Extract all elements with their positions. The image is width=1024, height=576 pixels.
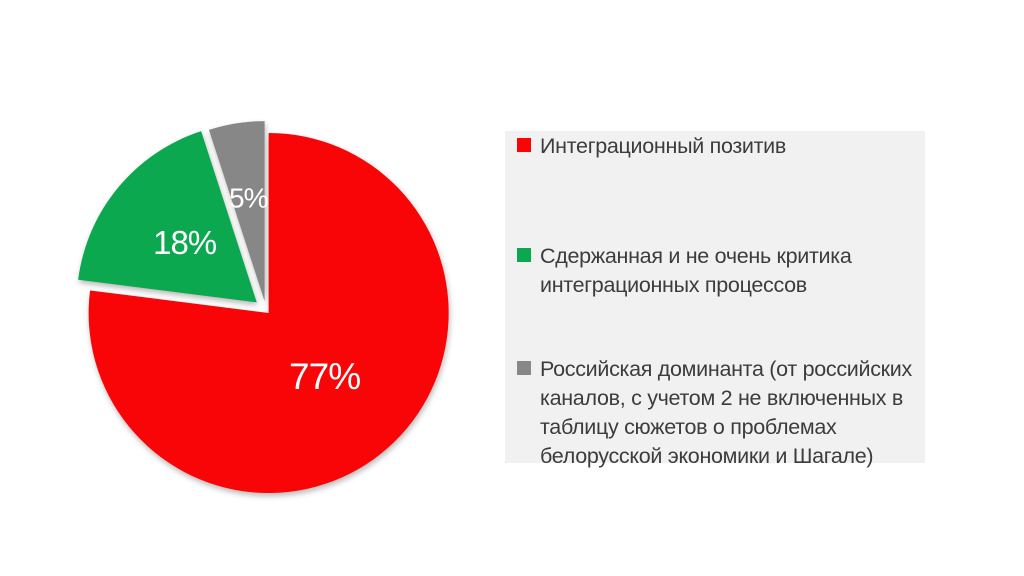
legend-label-line: Сдержанная и не очень критика: [540, 244, 852, 268]
legend-item-restrained-criticism: Сдержанная и не очень критика интеграцио…: [517, 242, 852, 300]
legend-swatch-green: [517, 248, 531, 262]
legend-item-russian-dominant: Российская доминанта (от российских кана…: [517, 355, 912, 471]
legend-label-group: Российская доминанта (от российских кана…: [540, 355, 912, 471]
legend-label-line: белорусской экономики и Шагале): [540, 444, 874, 468]
pie-slice-0: [88, 133, 449, 494]
legend-label-line: интеграционных процессов: [540, 273, 807, 297]
legend: Интеграционный позитив Сдержанная и не о…: [505, 131, 925, 468]
legend-swatch-red: [517, 138, 531, 152]
legend-label-group: Интеграционный позитив: [540, 132, 786, 161]
legend-label-line: каналов, с учетом 2 не включенных в: [540, 386, 904, 410]
pie-slice-label-2: 5%: [229, 182, 268, 213]
legend-label-line: таблицу сюжетов о проблемах: [540, 415, 837, 439]
legend-item-integration-positive: Интеграционный позитив: [517, 132, 786, 161]
legend-label-group: Сдержанная и не очень критика интеграцио…: [540, 242, 852, 300]
legend-swatch-gray: [517, 361, 531, 375]
legend-label-line: Интеграционный позитив: [540, 134, 787, 158]
pie-slice-label-0: 77%: [289, 356, 360, 397]
pie-slice-2: [208, 121, 265, 302]
pie-slice-label-1: 18%: [153, 224, 217, 261]
pie-slice-1: [78, 131, 257, 303]
legend-label-line: Российская доминанта (от российских: [540, 357, 912, 381]
